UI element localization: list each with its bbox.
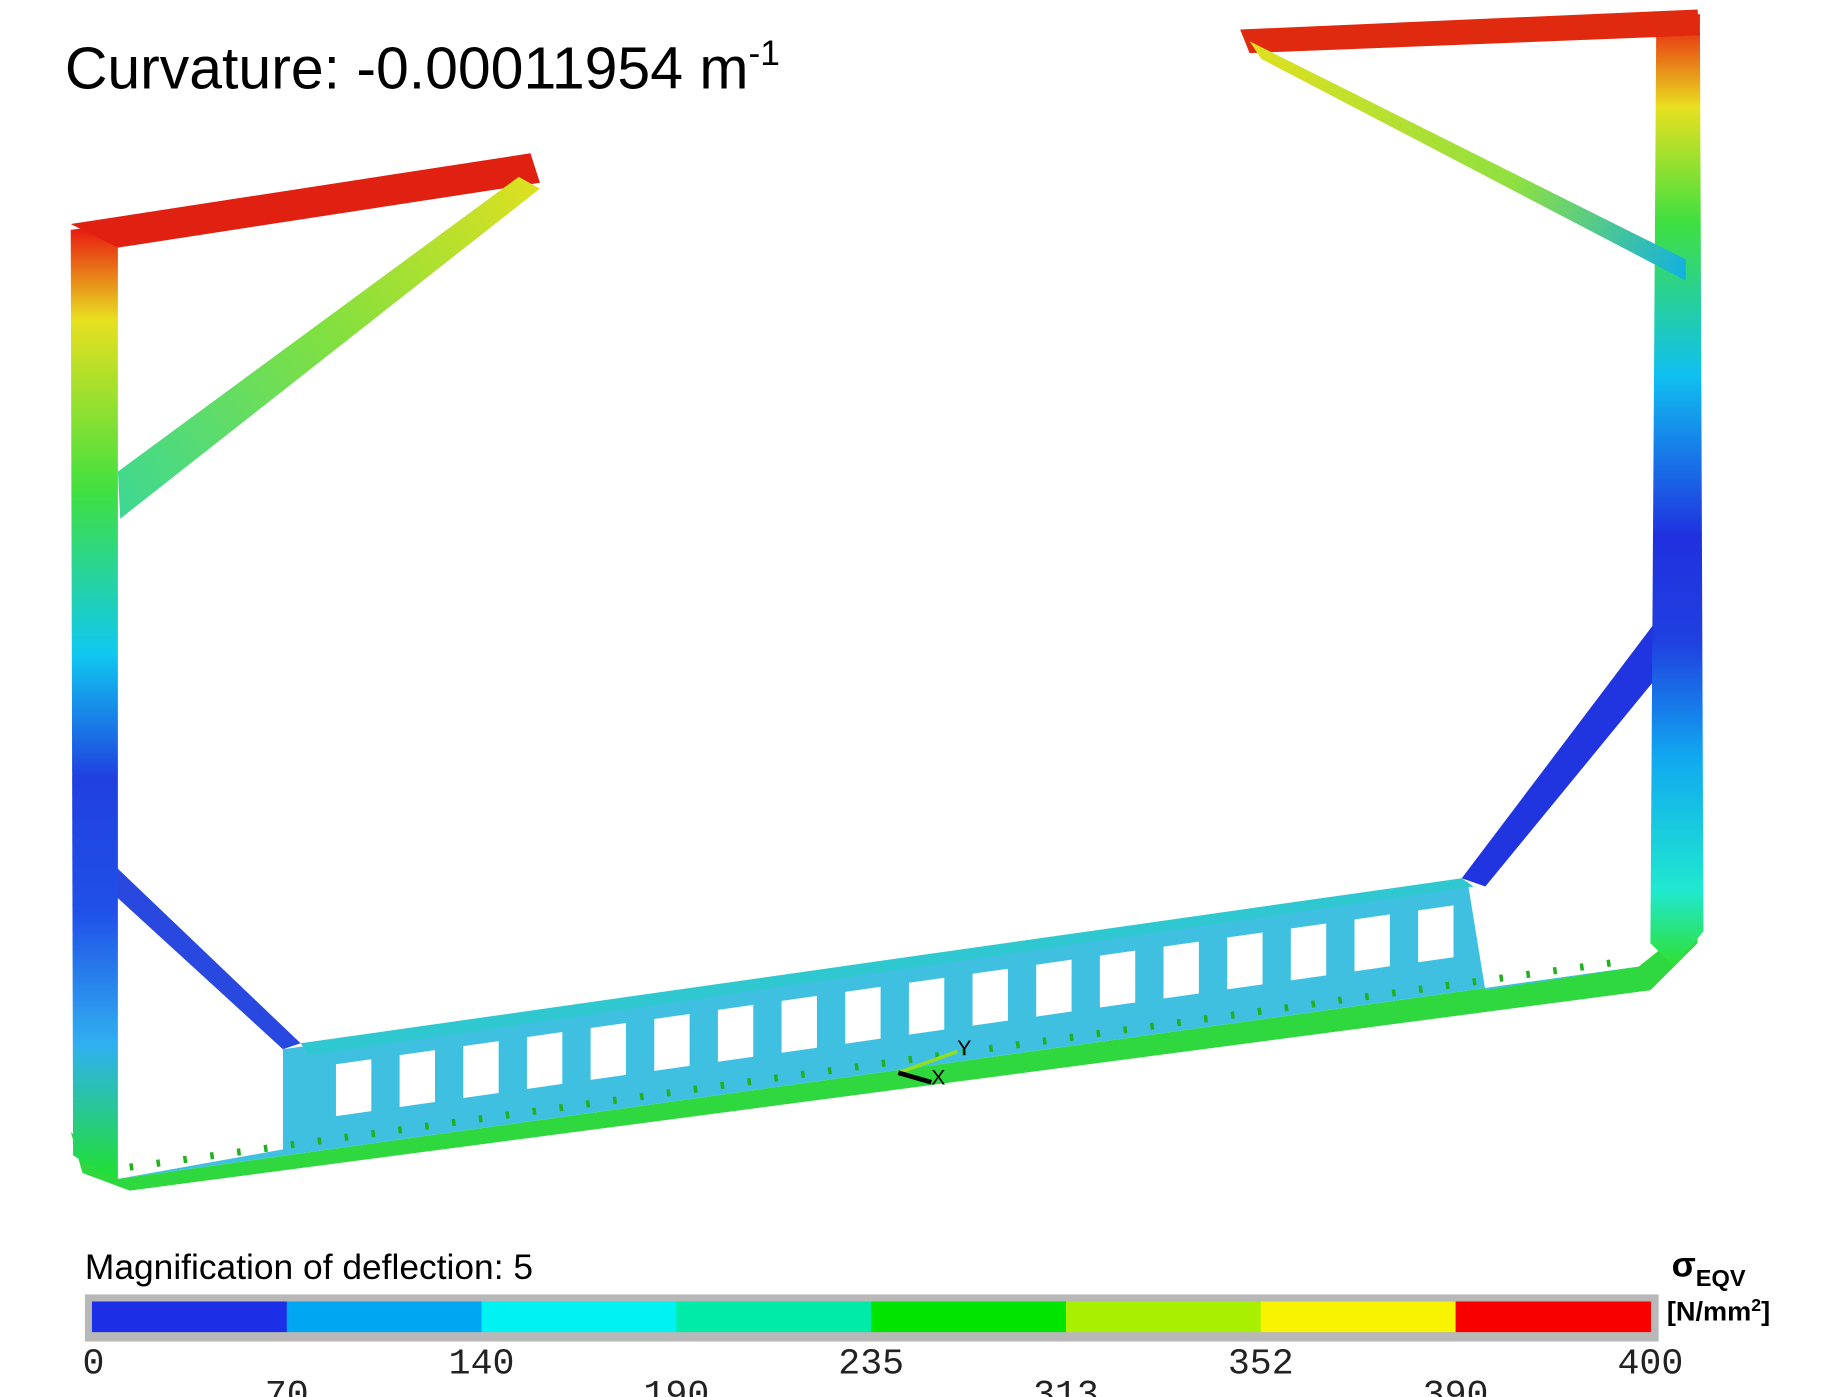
floor-cutout [1100, 951, 1135, 1008]
triad-y-label: Y [957, 1037, 971, 1060]
hull-frame: Y X [71, 9, 1704, 1190]
floor-cutout [1164, 942, 1199, 999]
colorbar-tick-label: 400 [1617, 1343, 1683, 1384]
color-swatch [1066, 1301, 1261, 1332]
title-superscript: -1 [748, 34, 779, 73]
floor-cutout [463, 1041, 498, 1098]
page: Y X Curvature: -0.00011954 m-1 Magnifica… [0, 0, 1839, 1397]
colorbar-tick-label: 190 [643, 1375, 709, 1397]
floor-cutout [654, 1014, 689, 1071]
legend-unit-close: ] [1761, 1295, 1770, 1326]
colorbar-tick-label: 70 [265, 1375, 309, 1397]
color-swatch [1456, 1301, 1651, 1332]
color-swatch [871, 1301, 1066, 1332]
colorbar: 0 70 140 190 235 313 352 390 400 [83, 1301, 1684, 1397]
legend-unit-superscript: 2 [1751, 1295, 1761, 1315]
floor-cutout [1291, 923, 1326, 980]
colorbar-tick-label: 235 [838, 1343, 904, 1384]
right-deck [1240, 9, 1700, 53]
title-text: Curvature: -0.00011954 m [65, 36, 749, 101]
color-swatch [92, 1301, 287, 1332]
color-swatch [287, 1301, 482, 1332]
colorbar-tick-label: 313 [1033, 1375, 1099, 1397]
floor-cutout [1418, 905, 1453, 962]
floor-cutout [400, 1050, 435, 1107]
legend-title: σEQV [1672, 1246, 1746, 1291]
annotation: Magnification of deflection: 5 [85, 1248, 533, 1287]
floor-cutout [527, 1032, 562, 1089]
floor-cutout [1036, 960, 1071, 1017]
floor-cutout [973, 969, 1008, 1026]
floor-cutout [336, 1059, 371, 1116]
legend-unit-text: [N/mm [1667, 1295, 1751, 1326]
figure: Y X Curvature: -0.00011954 m-1 Magnifica… [0, 0, 1839, 1397]
legend-symbol: σ [1672, 1246, 1696, 1285]
right-side-shell [1650, 14, 1703, 967]
floor-cutout [845, 987, 880, 1044]
colorbar-tick-label: 0 [83, 1343, 105, 1384]
colorbar-tick-label: 390 [1423, 1375, 1489, 1397]
floor-cutout [1227, 933, 1262, 990]
color-swatch [482, 1301, 677, 1332]
floor-cutout [718, 1005, 753, 1062]
floor-cutout [782, 996, 817, 1053]
color-swatch [1261, 1301, 1456, 1332]
colorbar-tick-label: 140 [449, 1343, 515, 1384]
color-swatch [676, 1301, 871, 1332]
colorbar-tick-label: 352 [1228, 1343, 1294, 1384]
legend-unit: [N/mm2] [1667, 1295, 1770, 1326]
left-side-shell [71, 224, 118, 1179]
left-hopper [116, 866, 301, 1049]
right-diagonal [1250, 41, 1686, 280]
title: Curvature: -0.00011954 m-1 [65, 34, 780, 102]
floor-cutout [591, 1023, 626, 1080]
legend-subscript: EQV [1696, 1265, 1746, 1291]
floor-cutout [909, 978, 944, 1035]
floor-cutout [1354, 914, 1389, 971]
triad-x-label: X [931, 1067, 945, 1090]
